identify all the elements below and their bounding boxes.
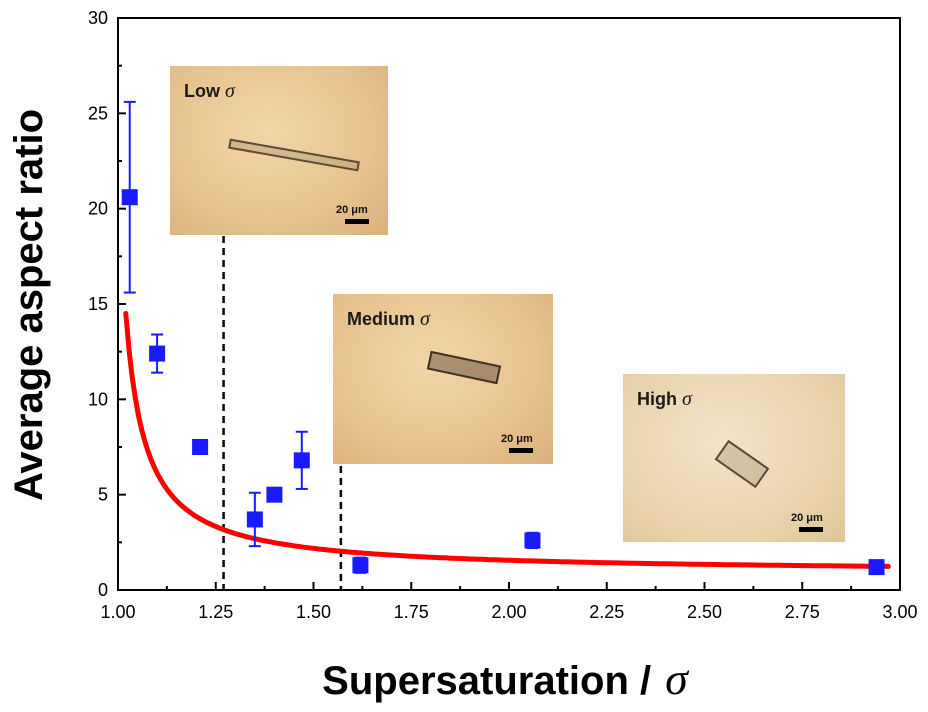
data-point xyxy=(293,430,310,490)
data-point xyxy=(524,531,541,550)
y-tick-label: 5 xyxy=(98,485,108,505)
x-tick-label: 1.25 xyxy=(198,602,233,622)
data-point xyxy=(192,439,209,455)
inset-medium-label: Medium σ xyxy=(347,308,430,330)
x-tick-label: 1.00 xyxy=(100,602,135,622)
inset-low-sigma: Low σ 20 μm xyxy=(170,66,388,235)
y-axis-title: Average aspect ratio xyxy=(7,109,51,501)
y-tick-label: 10 xyxy=(88,389,108,409)
data-point xyxy=(266,486,283,503)
x-tick-label: 2.75 xyxy=(785,602,820,622)
data-point xyxy=(149,333,166,374)
inset-high-sigma: High σ 20 μm xyxy=(623,374,845,542)
x-tick-label: 2.50 xyxy=(687,602,722,622)
point-marker xyxy=(293,452,310,469)
point-marker xyxy=(524,532,541,549)
x-tick-label: 2.00 xyxy=(491,602,526,622)
point-marker xyxy=(149,345,166,362)
data-point xyxy=(352,556,369,574)
point-marker xyxy=(192,439,209,455)
crystal-low xyxy=(228,138,360,172)
inset-low-scale-text: 20 μm xyxy=(336,204,368,216)
data-point xyxy=(121,100,138,294)
x-tick-label: 3.00 xyxy=(882,602,917,622)
point-marker xyxy=(352,557,369,574)
x-axis-title-symbol: σ xyxy=(665,653,690,704)
point-marker xyxy=(868,559,885,576)
inset-medium-scale-bar xyxy=(509,448,533,453)
y-tick-label: 0 xyxy=(98,580,108,600)
inset-high-scale-bar xyxy=(799,527,823,532)
point-marker xyxy=(121,189,138,206)
y-tick-label: 20 xyxy=(88,199,108,219)
inset-high-label: High σ xyxy=(637,388,692,410)
x-axis-title-text: Supersaturation / xyxy=(322,659,651,703)
x-tick-label: 1.75 xyxy=(394,602,429,622)
data-points xyxy=(121,100,885,576)
data-point xyxy=(246,491,263,548)
inset-low-label: Low σ xyxy=(184,80,235,102)
point-marker xyxy=(266,486,283,503)
x-tick-label: 2.25 xyxy=(589,602,624,622)
y-tick-label: 25 xyxy=(88,103,108,123)
y-tick-label: 30 xyxy=(88,8,108,28)
axis-ticks: 1.00 1.25 1.50 1.75 2.00 2.25 2.50 2.75 3.00 0 5 10… xyxy=(88,8,918,622)
crystal-medium xyxy=(426,350,502,385)
crystal-high xyxy=(714,439,770,489)
point-marker xyxy=(246,511,263,528)
inset-medium-scale-text: 20 μm xyxy=(501,433,533,445)
plot-frame xyxy=(117,17,901,591)
inset-high-scale-text: 20 μm xyxy=(791,512,823,524)
x-tick-label: 1.50 xyxy=(296,602,331,622)
x-axis-title: Supersaturation / σ xyxy=(322,653,690,704)
y-tick-label: 15 xyxy=(88,294,108,314)
data-point xyxy=(868,559,885,576)
inset-low-scale-bar xyxy=(345,219,369,224)
fit-curve xyxy=(123,311,891,569)
inset-medium-sigma: Medium σ 20 μm xyxy=(333,294,553,464)
